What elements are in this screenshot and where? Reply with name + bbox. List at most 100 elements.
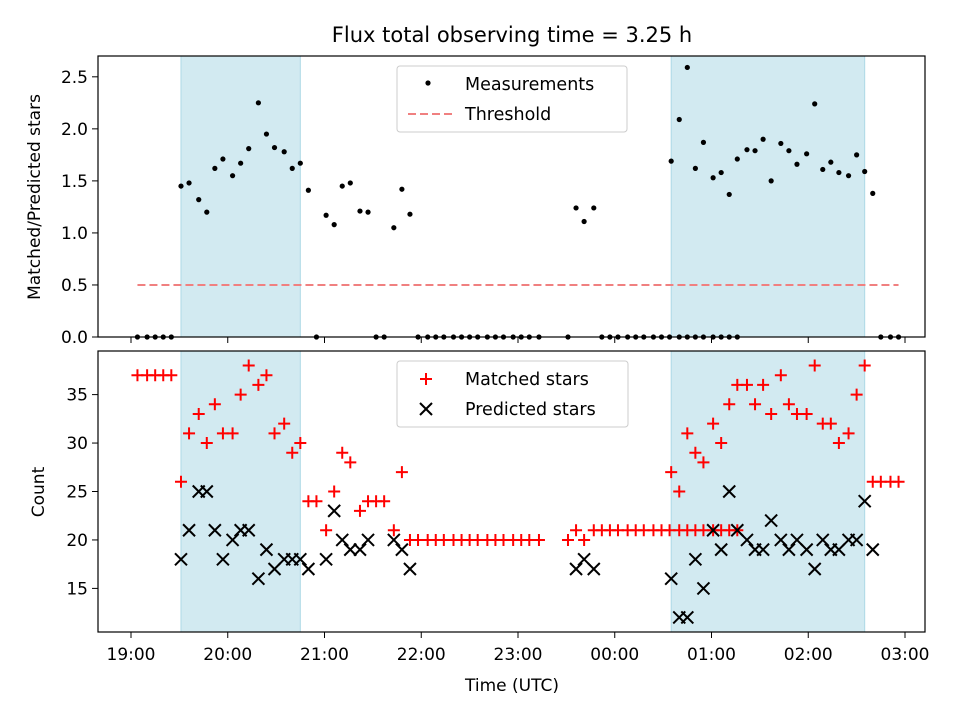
measurements-point	[186, 180, 192, 186]
matched-stars-point	[234, 388, 247, 401]
matched-stars-point	[665, 466, 678, 479]
matched-stars-point	[278, 417, 291, 430]
predicted-stars-point	[714, 542, 728, 557]
predicted-stars-point	[251, 571, 266, 586]
top-panel-series	[134, 64, 902, 340]
matched-stars-point	[226, 427, 239, 440]
measurements-point	[726, 191, 732, 198]
predicted-stars-point	[756, 542, 770, 557]
top-panel: 0.0 0.5 1.0 1.5 2.0 2.5 Matched/Predicted sta…	[25, 55, 926, 348]
matched-stars-point	[707, 417, 720, 430]
predicted-stars-point	[569, 562, 583, 576]
top-legend-box	[396, 65, 628, 133]
measurements-point	[581, 218, 587, 225]
legend-predicted-marker	[419, 402, 433, 416]
x-tick-label: 01:00	[687, 645, 736, 665]
measurements-point	[339, 183, 345, 189]
measurements-point	[305, 187, 311, 193]
predicted-stars-point	[782, 542, 796, 557]
measurements-point	[591, 205, 597, 211]
matched-stars-point	[749, 398, 762, 411]
x-tick-label: 20:00	[203, 645, 252, 665]
measurements-point	[238, 160, 244, 166]
measurements-point	[752, 148, 758, 154]
matched-stars-point	[183, 427, 196, 440]
x-tick-label: 19:00	[107, 645, 156, 665]
predicted-stars-point	[722, 484, 736, 499]
matched-stars-point	[387, 524, 400, 537]
matched-stars-point	[208, 398, 221, 411]
predicted-stars-point	[200, 484, 214, 499]
predicted-stars-point	[866, 542, 880, 557]
top-panel-y-ticks: 0.0 0.5 1.0 1.5 2.0 2.5	[61, 68, 98, 348]
measurements-point	[271, 144, 278, 151]
predicted-stars-point	[740, 533, 754, 547]
measurements-point	[178, 183, 184, 189]
predicted-stars-point	[816, 533, 830, 547]
matched-stars-point	[260, 369, 273, 382]
x-tick-label: 22:00	[397, 645, 446, 665]
top-panel-legend: Measurements Threshold	[396, 65, 628, 133]
matched-stars-point	[782, 398, 795, 411]
predicted-stars-point	[395, 542, 409, 557]
bottom-panel-ylabel: Count	[29, 466, 49, 517]
shaded-interval-1	[180, 56, 301, 337]
predicted-stars-point	[764, 513, 778, 528]
measurements-point	[212, 165, 218, 171]
predicted-stars-point	[293, 552, 308, 567]
predicted-stars-point	[174, 552, 188, 567]
matched-stars-point	[740, 378, 753, 391]
matched-stars-point	[858, 359, 871, 372]
bottom-panel: 15 20 25 30 35 19:00 20:00 21:00 22:00 23:00 00:0…	[29, 350, 930, 696]
predicted-stars-point	[327, 504, 341, 518]
measurements-point	[684, 64, 690, 71]
matched-stars-point	[378, 495, 391, 508]
predicted-stars-point	[216, 552, 230, 567]
predicted-stars-point	[706, 523, 720, 537]
bottom-legend-box	[396, 360, 629, 428]
x-tick-label: 02:00	[784, 645, 833, 665]
matched-stars-point	[336, 446, 349, 459]
measurements-point	[794, 161, 800, 167]
measurements-point	[870, 190, 876, 196]
matched-stars-point	[723, 398, 736, 411]
bottom-panel-frame	[97, 350, 926, 633]
bottom-panel-shaded-regions	[180, 351, 866, 632]
matched-stars-point	[268, 427, 281, 440]
predicted-stars-point	[807, 562, 822, 576]
bottom-panel-y-ticks: 15 20 25 30 35	[66, 386, 98, 599]
measurements-point	[692, 165, 698, 171]
y-tick-label: 20	[66, 531, 88, 551]
measurements-point	[573, 205, 579, 211]
matched-stars-point	[832, 437, 845, 450]
predicted-stars-point	[319, 552, 333, 567]
predicted-stars-point	[361, 533, 375, 547]
predicted-stars-point	[696, 581, 711, 596]
legend-matched-label: Matched stars	[465, 370, 589, 390]
matched-stars-point	[328, 485, 341, 498]
measurements-point	[845, 173, 852, 179]
x-tick-label: 00:00	[590, 645, 639, 665]
top-panel-ylabel: Matched/Predicted stars	[25, 94, 45, 300]
measurements-point	[828, 159, 834, 165]
predicted-stars-point	[849, 533, 864, 547]
matched-stars-point	[395, 466, 408, 479]
predicted-stars-point	[208, 523, 222, 537]
shaded-interval-2	[671, 351, 865, 632]
measurements-point	[854, 152, 860, 158]
matched-stars-point	[561, 533, 574, 546]
y-tick-label: 1.0	[61, 224, 88, 244]
measurements-point	[768, 178, 774, 184]
measurements-point	[246, 146, 252, 152]
matched-stars-point	[252, 378, 265, 391]
y-tick-label: 0.5	[61, 276, 88, 296]
measurements-point	[710, 175, 716, 181]
matched-stars-point	[715, 437, 728, 450]
measurements-point	[365, 209, 371, 215]
predicted-stars-point	[242, 523, 256, 537]
matched-stars-point	[800, 407, 813, 420]
predicted-stars-point	[403, 562, 417, 576]
matched-stars-point	[673, 485, 686, 498]
measurements-point	[204, 209, 210, 215]
